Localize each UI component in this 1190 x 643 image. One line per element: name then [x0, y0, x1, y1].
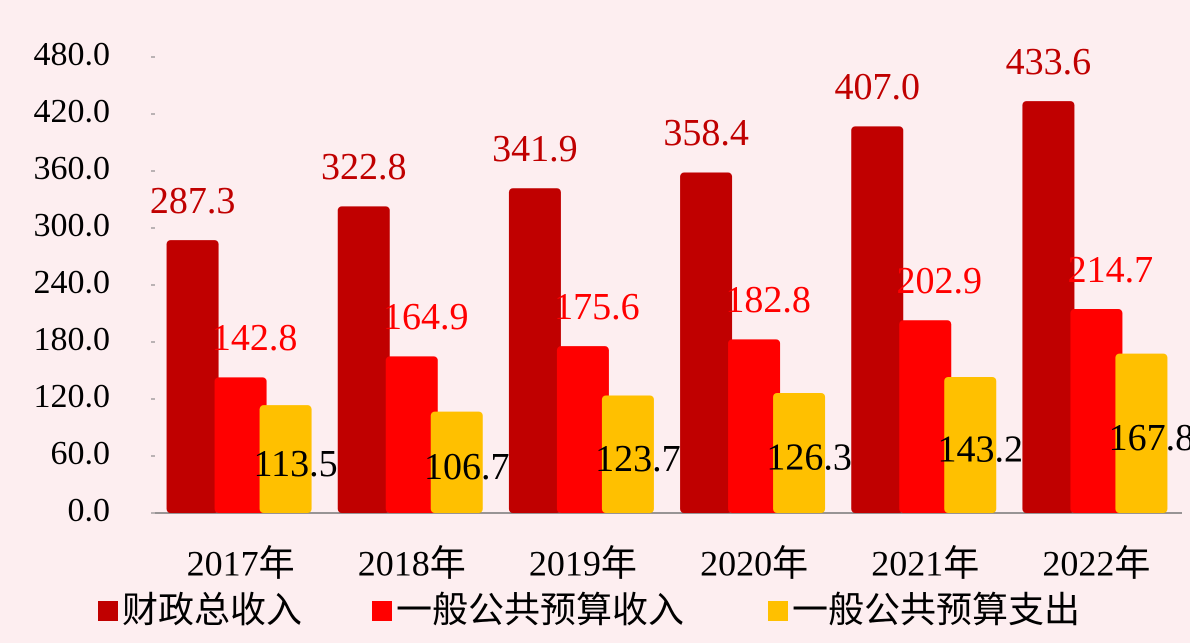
x-tick-label: 2019年: [529, 543, 637, 583]
y-tick-label: 180.0: [34, 321, 111, 358]
x-tick-label: 2018年: [358, 543, 466, 583]
y-tick-label: 480.0: [34, 36, 111, 73]
y-tick-label: 300.0: [34, 207, 111, 244]
data-label: 358.4: [663, 112, 749, 154]
bar: [166, 240, 219, 513]
y-tick-label: 0.0: [68, 492, 111, 529]
bar: [508, 188, 561, 513]
bar: [601, 395, 654, 513]
legend-label: 一般公共预算支出: [792, 590, 1080, 631]
x-tick-label: 2020年: [700, 543, 808, 583]
bar: [899, 320, 952, 513]
data-label: 164.9: [383, 296, 469, 338]
x-tick-label: 2021年: [871, 543, 979, 583]
bar: [259, 405, 312, 513]
bar: [680, 172, 733, 513]
bar: [1115, 353, 1168, 513]
data-label: 106.7: [424, 446, 510, 488]
bar: [773, 393, 826, 513]
bar: [214, 377, 267, 513]
y-tick-label: 420.0: [34, 93, 111, 130]
data-label: 214.7: [1068, 249, 1154, 291]
y-tick-label: 360.0: [34, 150, 111, 187]
legend-swatch: [372, 601, 392, 621]
bar: [1070, 309, 1123, 513]
data-label: 113.5: [254, 443, 338, 485]
data-label: 142.8: [212, 317, 298, 359]
bar: [337, 206, 390, 513]
bar: [556, 346, 609, 513]
bar: [1022, 101, 1075, 513]
data-label: 126.3: [766, 437, 852, 479]
x-tick-label: 2022年: [1042, 543, 1150, 583]
x-tick-label: 2017年: [187, 543, 295, 583]
y-tick-label: 60.0: [51, 435, 111, 472]
data-label: 287.3: [150, 180, 236, 222]
data-label: 322.8: [321, 146, 407, 188]
legend-swatch: [98, 601, 118, 621]
y-tick-label: 120.0: [34, 378, 111, 415]
data-label: 433.6: [1006, 41, 1092, 83]
bar: [944, 376, 997, 513]
legend-label: 一般公共预算收入: [396, 590, 684, 631]
bar: [851, 126, 904, 513]
legend-swatch: [768, 601, 788, 621]
bar: [430, 411, 483, 513]
data-label: 175.6: [554, 286, 640, 328]
data-label: 143.2: [938, 429, 1024, 471]
bar: [728, 339, 781, 513]
data-label: 182.8: [725, 279, 811, 321]
data-label: 407.0: [835, 66, 921, 108]
data-label: 341.9: [492, 128, 578, 170]
legend-label: 财政总收入: [122, 590, 302, 631]
y-tick-label: 240.0: [34, 264, 111, 301]
data-label: 123.7: [595, 438, 681, 480]
data-label: 167.8: [1109, 417, 1190, 459]
data-label: 202.9: [897, 260, 983, 302]
bar: [385, 356, 438, 513]
